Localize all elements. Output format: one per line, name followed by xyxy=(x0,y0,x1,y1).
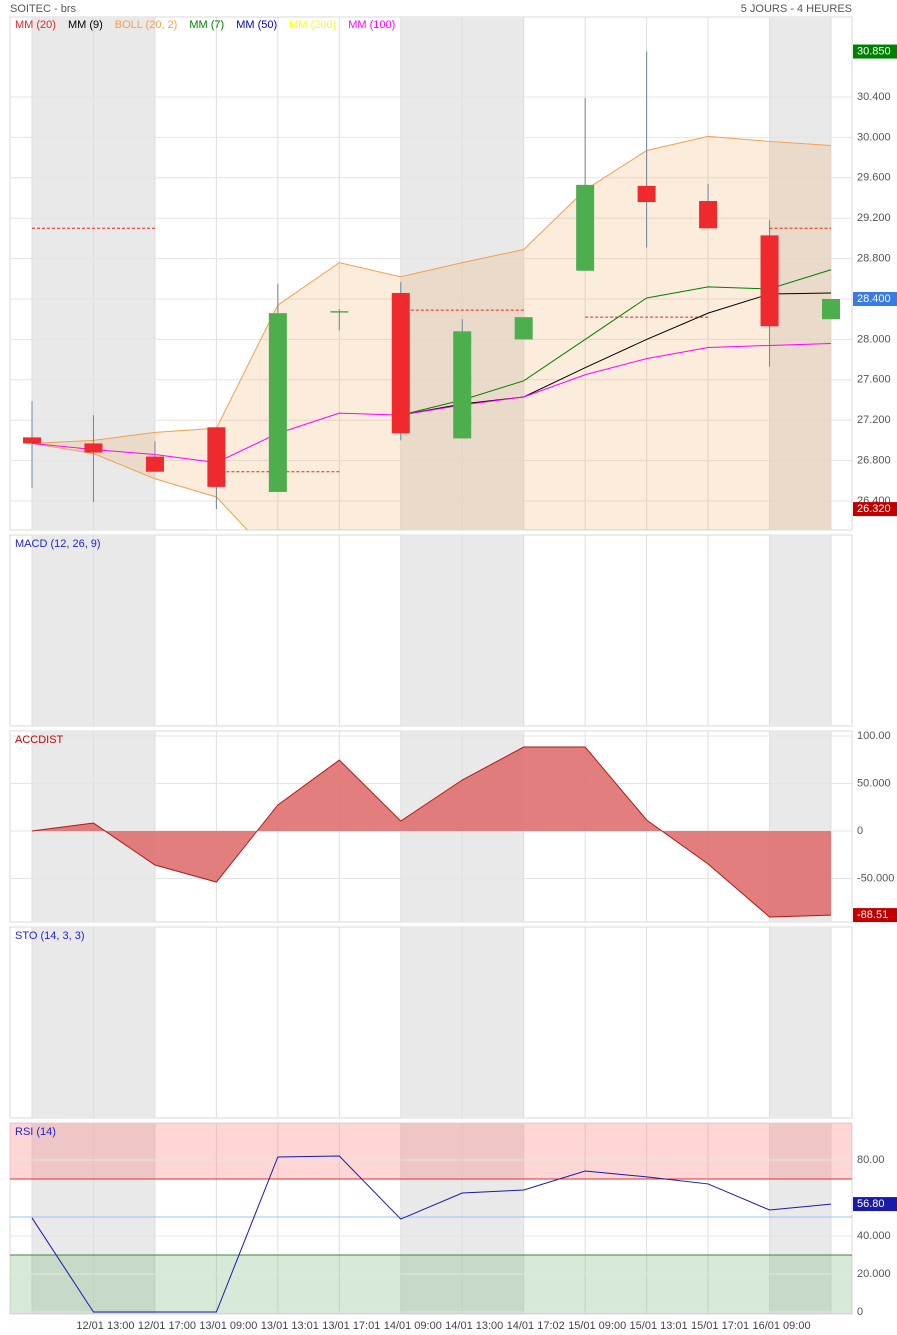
x-tick-label: 13/01 09:00 xyxy=(199,1320,257,1332)
y-tick-label: 30.400 xyxy=(857,91,891,103)
session-shade xyxy=(769,927,831,1118)
area-fill xyxy=(32,747,831,917)
panel-title: RSI (14) xyxy=(15,1126,56,1138)
y-tick-label: 30.000 xyxy=(857,131,891,143)
price-marker xyxy=(853,1197,897,1212)
price-marker-label: -88.51 xyxy=(857,909,888,921)
plot xyxy=(31,535,832,726)
x-tick-label: 13/01 13:01 xyxy=(261,1320,319,1332)
overbought-zone xyxy=(10,1123,852,1179)
x-tick-label: 15/01 09:00 xyxy=(568,1320,626,1332)
candle-body xyxy=(23,437,41,444)
ma-line xyxy=(31,342,832,464)
price-marker-label: 28.400 xyxy=(857,293,891,305)
y-tick-label: 20.000 xyxy=(857,1268,891,1280)
candle-body xyxy=(330,311,349,313)
x-tick-label: 15/01 17:01 xyxy=(691,1320,749,1332)
x-tick-label: 12/01 13:00 xyxy=(76,1320,134,1332)
candle-body xyxy=(84,443,103,453)
panel-title: STO (14, 3, 3) xyxy=(15,930,85,942)
x-tick-label: 15/01 13:01 xyxy=(630,1320,688,1332)
legend-entry: MM (200) xyxy=(289,19,336,31)
price-marker-label: 56.80 xyxy=(857,1198,885,1210)
candle-body xyxy=(268,313,287,492)
candle-body xyxy=(391,292,410,434)
area-line xyxy=(31,746,832,918)
price-marker xyxy=(853,44,897,59)
band-lower xyxy=(31,442,248,530)
y-tick-label: 28.800 xyxy=(857,253,891,265)
price-marker xyxy=(853,292,897,307)
y-tick-label: 50.000 xyxy=(857,777,891,789)
legend-entry: MM (20) xyxy=(15,19,56,31)
band-upper xyxy=(31,135,832,444)
plot xyxy=(31,927,832,1118)
x-tick-label: 14/01 17:02 xyxy=(507,1320,565,1332)
candle-body xyxy=(637,185,656,203)
price-marker-label: 30.850 xyxy=(857,45,891,57)
y-tick-label: 80.00 xyxy=(857,1154,885,1166)
session-shade xyxy=(769,17,831,530)
y-tick-label: 0 xyxy=(857,1306,863,1318)
candle-body xyxy=(453,331,472,439)
y-tick-label: 29.600 xyxy=(857,172,891,184)
panel-title: MACD (12, 26, 9) xyxy=(15,538,101,550)
panel-title: ACCDIST xyxy=(15,734,64,746)
x-tick-label: 12/01 17:00 xyxy=(138,1320,196,1332)
period: 5 JOURS - 4 HEURES xyxy=(741,3,852,15)
y-tick-label: 27.200 xyxy=(857,414,891,426)
candle-body xyxy=(699,201,718,229)
y-tick-label: 29.200 xyxy=(857,212,891,224)
ma-line xyxy=(400,292,832,416)
x-tick-label: 13/01 17:01 xyxy=(322,1320,380,1332)
chart-title: SOITEC - brs xyxy=(10,3,77,15)
session-shade xyxy=(769,535,831,726)
legend-entry: MM (7) xyxy=(189,19,224,31)
y-tick-label: 26.800 xyxy=(857,455,891,467)
price-marker xyxy=(853,502,897,517)
legend-entry: MM (100) xyxy=(348,19,395,31)
candle-body xyxy=(760,235,779,327)
x-tick-label: 14/01 13:00 xyxy=(445,1320,503,1332)
ma-line xyxy=(400,269,832,416)
legend-entry: MM (9) xyxy=(68,19,103,31)
legend-entry: BOLL (20, 2) xyxy=(115,19,178,31)
y-tick-label: 100.00 xyxy=(857,730,891,742)
y-tick-label: 0 xyxy=(857,825,863,837)
session-shade xyxy=(769,1123,831,1314)
price-marker xyxy=(853,908,897,923)
oversold-zone xyxy=(10,1255,852,1314)
x-tick-label: 16/01 09:00 xyxy=(752,1320,810,1332)
y-tick-label: 27.600 xyxy=(857,374,891,386)
price-marker-label: 26.320 xyxy=(857,503,891,515)
plot xyxy=(10,17,852,530)
candle-body xyxy=(822,299,840,320)
y-tick-label: -50.000 xyxy=(857,872,894,884)
candle-body xyxy=(576,184,595,271)
line xyxy=(31,1155,832,1313)
y-tick-label: 40.000 xyxy=(857,1230,891,1242)
legend-entry: MM (50) xyxy=(236,19,277,31)
band-fill xyxy=(32,136,831,530)
y-tick-label: 28.000 xyxy=(857,333,891,345)
candle-body xyxy=(145,456,164,472)
x-tick-label: 14/01 09:00 xyxy=(384,1320,442,1332)
candle-body xyxy=(207,427,226,487)
candle-body xyxy=(514,317,533,340)
plot xyxy=(10,731,852,922)
plot xyxy=(10,1123,852,1314)
